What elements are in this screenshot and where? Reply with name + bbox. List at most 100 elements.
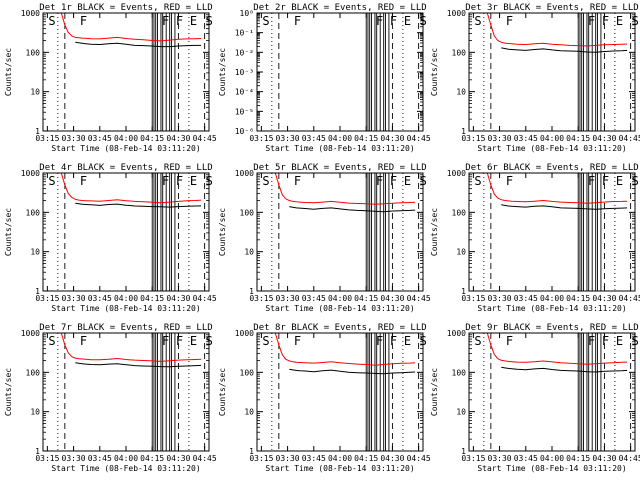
series-line-events: [289, 206, 416, 213]
panel-det-1: Det 1r BLACK = Events, RED = LLD Counts/s…: [4, 3, 217, 153]
x-tick-label: 03:15: [249, 454, 273, 463]
y-tick-label: 1: [35, 287, 40, 296]
panel-det-6: Det 6r BLACK = Events, RED = LLD Counts/s…: [430, 163, 640, 313]
axes-frame: [42, 172, 210, 292]
y-axis-label: Counts/sec: [430, 368, 439, 416]
x-tick-label: 04:15: [354, 454, 378, 463]
x-tick-label: 04:00: [328, 134, 352, 143]
y-tick-label: 100: [240, 208, 255, 217]
series-line-lld: [486, 332, 628, 365]
marker-label: F: [294, 334, 301, 348]
x-tick-label: 04:30: [592, 134, 616, 143]
y-tick-label: 10: [30, 248, 40, 257]
x-tick-label: 04:45: [407, 294, 431, 303]
marker-label: E: [404, 334, 411, 348]
axes-frame: [42, 332, 210, 452]
panel-title: Det 1r BLACK = Events, RED = LLD: [39, 3, 212, 13]
x-tick-label: 04:45: [619, 294, 640, 303]
y-tick-label: 1: [461, 287, 466, 296]
x-tick-label: 03:45: [514, 134, 538, 143]
x-tick-label: 03:30: [276, 294, 300, 303]
y-tick-label: 100: [452, 368, 467, 377]
x-axis-label: Start Time (08-Feb-14 03:11:20): [51, 464, 200, 473]
x-axis-label: Start Time (08-Feb-14 03:11:20): [265, 144, 414, 153]
marker-label: F: [390, 334, 397, 348]
series-line-events: [501, 204, 628, 210]
x-axis-label: Start Time (08-Feb-14 03:11:20): [477, 304, 626, 313]
y-axis-label: Counts/sec: [4, 48, 13, 96]
marker-label: F: [376, 174, 383, 188]
series-line-lld: [60, 172, 202, 204]
x-tick-label: 04:00: [540, 454, 564, 463]
series-line-events: [289, 368, 416, 375]
x-tick-label: 03:30: [488, 294, 512, 303]
y-tick-label: 1: [461, 127, 466, 136]
x-tick-label: 03:30: [62, 294, 86, 303]
marker-label: S: [48, 14, 55, 28]
marker-label: F: [376, 14, 383, 28]
series-line-lld: [486, 172, 628, 204]
y-tick-label: 1000: [21, 169, 40, 178]
panel-title: Det 9r BLACK = Events, RED = LLD: [465, 323, 638, 333]
x-tick-label: 03:30: [276, 454, 300, 463]
x-tick-label: 04:15: [140, 294, 164, 303]
x-tick-label: 03:15: [35, 134, 59, 143]
axes-frame: [468, 332, 636, 452]
x-tick-label: 03:45: [302, 454, 326, 463]
series-line-lld: [274, 172, 416, 205]
y-tick-label: 1: [35, 127, 40, 136]
marker-label: F: [602, 334, 609, 348]
axes-frame: [256, 172, 424, 292]
x-tick-label: 04:00: [540, 134, 564, 143]
x-tick-label: 04:15: [566, 134, 590, 143]
panel-det-7: Det 7r BLACK = Events, RED = LLD Counts/s…: [4, 323, 217, 473]
panel-det-9: Det 9r BLACK = Events, RED = LLD Counts/s…: [430, 323, 640, 473]
y-axis-label: Counts/sec: [4, 368, 13, 416]
x-axis-label: Start Time (08-Feb-14 03:11:20): [477, 144, 626, 153]
marker-label: F: [376, 334, 383, 348]
x-tick-label: 04:00: [328, 454, 352, 463]
y-tick-label: 1: [249, 287, 254, 296]
marker-label: F: [390, 14, 397, 28]
marker-label: S: [474, 14, 481, 28]
x-tick-label: 04:45: [193, 134, 217, 143]
y-tick-label: 1: [249, 447, 254, 456]
y-tick-label: 100: [452, 48, 467, 57]
y-tick-label: 10: [456, 408, 466, 417]
x-tick-label: 03:30: [488, 134, 512, 143]
y-tick-label: 10⁻²: [235, 48, 254, 57]
x-tick-label: 04:00: [114, 134, 138, 143]
axes-frame: [256, 12, 424, 132]
marker-label: S: [262, 174, 269, 188]
x-tick-label: 04:45: [619, 134, 640, 143]
x-tick-label: 04:00: [114, 294, 138, 303]
x-tick-label: 03:15: [461, 294, 485, 303]
marker-label: S: [262, 334, 269, 348]
panel-title: Det 4r BLACK = Events, RED = LLD: [39, 163, 212, 173]
panel-det-4: Det 4r BLACK = Events, RED = LLD Counts/s…: [4, 163, 217, 313]
x-tick-label: 03:15: [461, 134, 485, 143]
y-tick-label: 1: [35, 447, 40, 456]
x-tick-label: 04:15: [140, 134, 164, 143]
y-tick-label: 100: [452, 208, 467, 217]
panel-title: Det 2r BLACK = Events, RED = LLD: [253, 3, 426, 13]
x-tick-label: 04:30: [166, 134, 190, 143]
panel-title: Det 5r BLACK = Events, RED = LLD: [253, 163, 426, 173]
marker-label: E: [616, 174, 623, 188]
y-axis-label: Counts/sec: [218, 208, 227, 256]
x-tick-label: 04:30: [166, 294, 190, 303]
y-tick-label: 10⁰: [240, 9, 254, 18]
series-line-lld: [60, 332, 202, 362]
y-tick-label: 100: [26, 208, 41, 217]
series-line-lld: [274, 332, 416, 366]
marker-label: F: [506, 334, 513, 348]
panel-det-2: Det 2r BLACK = Events, RED = LLD Counts/s…: [218, 3, 431, 153]
marker-label: E: [616, 14, 623, 28]
marker-label: F: [294, 174, 301, 188]
marker-label: F: [506, 14, 513, 28]
y-axis-label: Counts/sec: [430, 48, 439, 96]
x-tick-label: 04:45: [619, 454, 640, 463]
y-tick-label: 10⁻⁵: [235, 107, 254, 116]
x-tick-label: 04:30: [380, 294, 404, 303]
